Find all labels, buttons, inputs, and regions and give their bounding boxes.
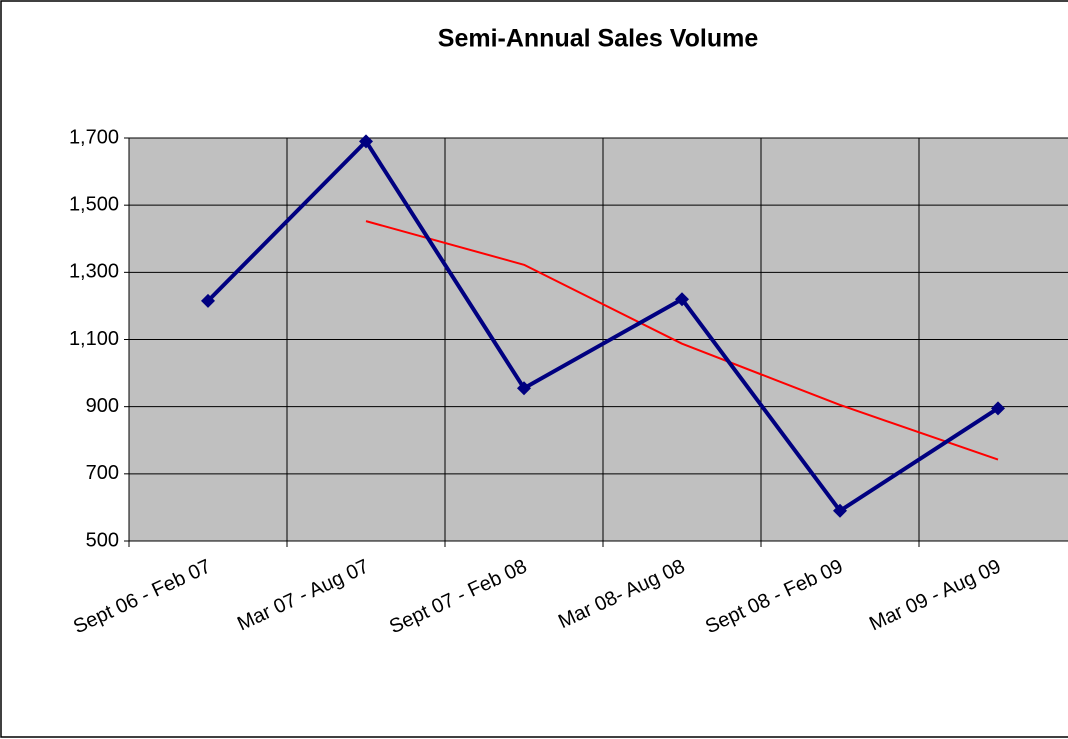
point-marker bbox=[517, 381, 531, 396]
point-marker bbox=[201, 293, 215, 308]
point-marker bbox=[833, 503, 847, 518]
point-marker bbox=[359, 134, 373, 149]
y-tick-label: 1,500 bbox=[69, 193, 119, 215]
chart-title: Semi-Annual Sales Volume bbox=[438, 25, 759, 53]
y-tick-label: 500 bbox=[86, 529, 119, 551]
point-marker bbox=[991, 401, 1005, 416]
y-tick-label: 1,100 bbox=[69, 328, 119, 350]
y-tick-label: 1,700 bbox=[69, 126, 119, 148]
point-marker bbox=[675, 292, 689, 307]
y-tick-label: 1,300 bbox=[69, 261, 119, 283]
y-tick-label: 700 bbox=[86, 462, 119, 484]
series-line bbox=[206, 139, 1000, 513]
series-line bbox=[365, 220, 999, 461]
y-tick-label: 900 bbox=[86, 395, 119, 417]
